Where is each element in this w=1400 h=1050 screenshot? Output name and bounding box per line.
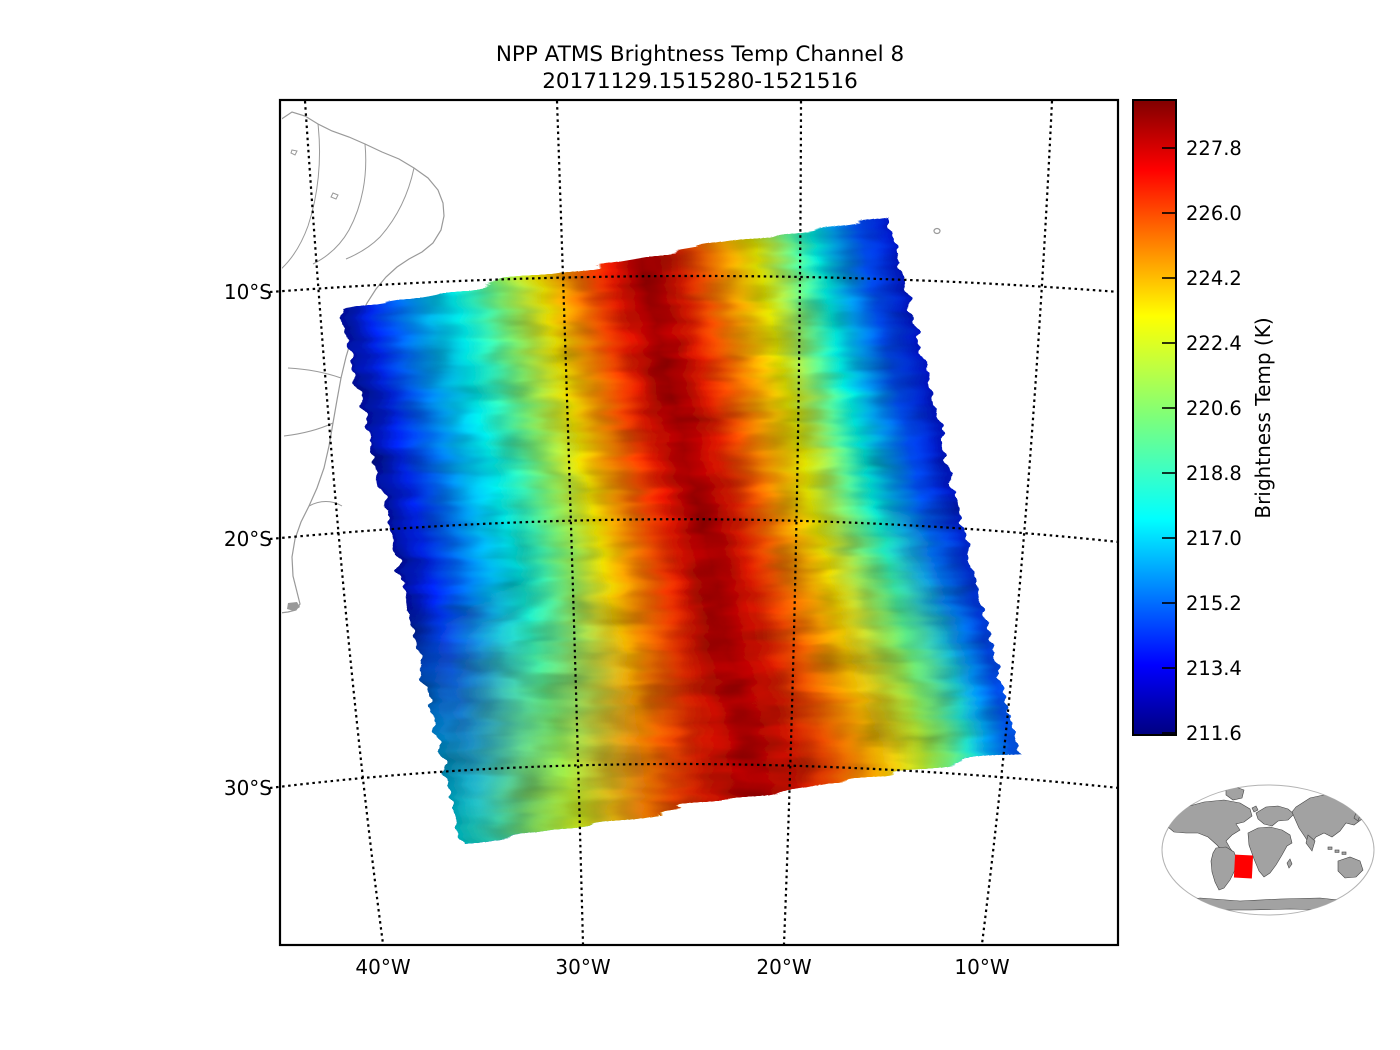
continent-north-america bbox=[1167, 799, 1253, 861]
island-new-zealand bbox=[1365, 878, 1372, 886]
inset-world-map bbox=[1161, 784, 1375, 916]
colorbar-axis-label: Brightness Temp (K) bbox=[1251, 317, 1275, 518]
cbar-label-7: 215.2 bbox=[1186, 592, 1242, 615]
parallel-10s bbox=[269, 274, 1120, 294]
state-border bbox=[283, 422, 334, 437]
continent-europe bbox=[1255, 805, 1295, 827]
y-tick-20s: 20°S bbox=[224, 527, 272, 551]
cbar-label-9: 211.6 bbox=[1186, 722, 1242, 745]
state-border bbox=[287, 367, 342, 379]
city-area bbox=[287, 602, 300, 611]
cbar-label-8: 213.4 bbox=[1186, 657, 1242, 680]
graticule bbox=[269, 100, 1120, 945]
cbar-label-5: 218.8 bbox=[1186, 462, 1242, 485]
continent-antarctica bbox=[1169, 897, 1361, 911]
colorbar: 227.8 226.0 224.2 222.4 220.6 218.8 217.… bbox=[1132, 99, 1275, 745]
cbar-label-6: 217.0 bbox=[1186, 527, 1242, 550]
x-tick-20w: 20°W bbox=[756, 955, 811, 979]
parallel-20s bbox=[269, 518, 1120, 544]
state-border bbox=[308, 501, 343, 507]
island-madagascar bbox=[1286, 858, 1293, 869]
x-tick-10w: 10°W bbox=[954, 955, 1009, 979]
x-axis-labels: 40°W 30°W 20°W 10°W bbox=[355, 955, 1009, 979]
cbar-label-4: 220.6 bbox=[1186, 397, 1242, 420]
state-border bbox=[282, 123, 321, 269]
cbar-label-1: 226.0 bbox=[1186, 202, 1242, 225]
subcontinent-india bbox=[1305, 834, 1316, 852]
island-indonesia bbox=[1334, 849, 1340, 853]
y-tick-30s: 30°S bbox=[224, 776, 272, 800]
axes-frame bbox=[278, 98, 1120, 947]
y-tick-10s: 10°S bbox=[224, 280, 272, 304]
meridian-10w bbox=[980, 100, 1054, 945]
cbar-label-3: 222.4 bbox=[1186, 332, 1242, 355]
continent-south-america bbox=[1210, 846, 1238, 891]
x-tick-30w: 30°W bbox=[555, 955, 610, 979]
colorbar-ticks bbox=[1162, 147, 1175, 734]
y-axis-labels: 10°S 20°S 30°S bbox=[224, 280, 272, 800]
cbar-label-2: 224.2 bbox=[1186, 267, 1242, 290]
coastline-path bbox=[282, 111, 445, 614]
swath-noise-mottle bbox=[340, 217, 1018, 845]
island-indonesia bbox=[1327, 846, 1333, 850]
island-britain bbox=[1251, 805, 1259, 813]
island-indonesia bbox=[1341, 851, 1347, 855]
small-island bbox=[290, 149, 298, 156]
state-border bbox=[345, 167, 415, 260]
small-island-offshore bbox=[933, 227, 941, 235]
colorbar-gradient bbox=[1132, 99, 1177, 736]
inland-lake bbox=[330, 192, 339, 200]
plot-subtitle: 20171129.1515280-1521516 bbox=[542, 69, 858, 94]
state-border bbox=[312, 143, 367, 265]
colorbar-tick-labels: 227.8 226.0 224.2 222.4 220.6 218.8 217.… bbox=[1186, 137, 1242, 745]
x-tick-40w: 40°W bbox=[355, 955, 410, 979]
continent-australia bbox=[1337, 856, 1364, 879]
plot-title: NPP ATMS Brightness Temp Channel 8 bbox=[496, 42, 904, 67]
meridian-30w bbox=[555, 100, 585, 945]
inset-continents bbox=[1167, 786, 1372, 911]
cbar-label-0: 227.8 bbox=[1186, 137, 1242, 160]
meridian-40w bbox=[303, 100, 385, 945]
swath-location-marker bbox=[1233, 854, 1254, 879]
continent-africa bbox=[1247, 826, 1293, 878]
swath-heatmap bbox=[340, 217, 1018, 845]
